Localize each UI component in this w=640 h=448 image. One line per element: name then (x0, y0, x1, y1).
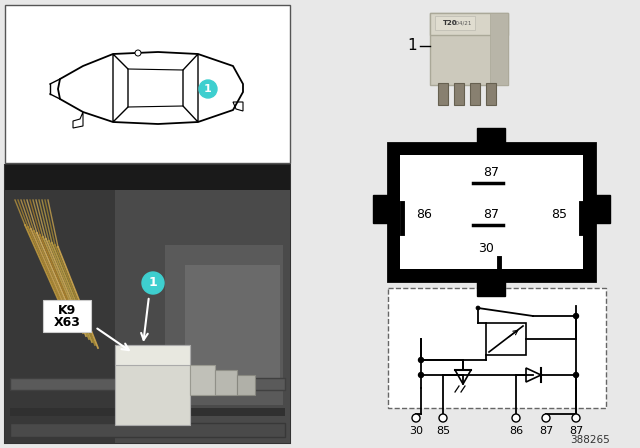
Circle shape (419, 358, 424, 362)
Text: 30: 30 (478, 241, 494, 254)
Bar (237, 375, 255, 395)
Bar (185, 265, 280, 385)
Circle shape (412, 414, 420, 422)
Text: 1: 1 (407, 39, 417, 53)
Text: 87: 87 (569, 426, 583, 436)
Text: 388265: 388265 (570, 435, 610, 445)
Bar (430, 13, 508, 35)
Circle shape (572, 414, 580, 422)
Text: 1: 1 (148, 276, 157, 289)
Text: T20: T20 (443, 20, 458, 26)
Bar (5, 190, 115, 443)
Text: 1: 1 (204, 84, 212, 94)
Circle shape (512, 414, 520, 422)
Circle shape (142, 272, 164, 294)
Text: 85: 85 (551, 208, 567, 221)
Bar (472, 83, 478, 105)
Bar (440, 83, 446, 105)
Circle shape (573, 372, 579, 378)
Bar (5, 5, 290, 163)
Circle shape (135, 50, 141, 56)
Bar (388, 288, 606, 408)
Text: 004/21: 004/21 (452, 21, 472, 26)
Bar (5, 165, 290, 443)
Bar (486, 83, 496, 105)
Bar (10, 378, 285, 390)
Bar (5, 165, 290, 190)
Bar (430, 13, 508, 85)
Bar (456, 83, 462, 105)
Bar (388, 143, 595, 281)
Bar (470, 83, 480, 105)
Bar (490, 13, 508, 85)
Text: 85: 85 (436, 426, 450, 436)
Bar (373, 195, 388, 223)
Circle shape (419, 372, 424, 378)
Circle shape (439, 414, 447, 422)
Text: 86: 86 (416, 208, 432, 221)
Text: X63: X63 (54, 316, 81, 329)
Text: K9: K9 (58, 305, 76, 318)
Text: 87: 87 (483, 208, 499, 221)
Bar (115, 345, 190, 425)
Text: 86: 86 (509, 426, 523, 436)
Bar (215, 370, 237, 395)
Bar (5, 190, 290, 443)
Bar (10, 423, 285, 437)
Circle shape (573, 314, 579, 319)
Bar (438, 83, 448, 105)
Bar (400, 155, 583, 269)
Text: 87: 87 (483, 167, 499, 180)
Circle shape (542, 414, 550, 422)
Bar (454, 83, 464, 105)
Bar (477, 281, 505, 296)
Bar (435, 16, 475, 30)
Bar (10, 408, 285, 416)
Circle shape (476, 306, 480, 310)
Text: 87: 87 (539, 426, 553, 436)
Bar (595, 195, 610, 223)
Bar (115, 345, 190, 365)
Bar (477, 128, 505, 143)
Circle shape (199, 80, 217, 98)
Bar (488, 83, 494, 105)
Bar (165, 245, 283, 405)
Bar (190, 365, 215, 395)
Text: 30: 30 (409, 426, 423, 436)
Bar (43, 300, 91, 332)
Bar (486, 323, 526, 355)
